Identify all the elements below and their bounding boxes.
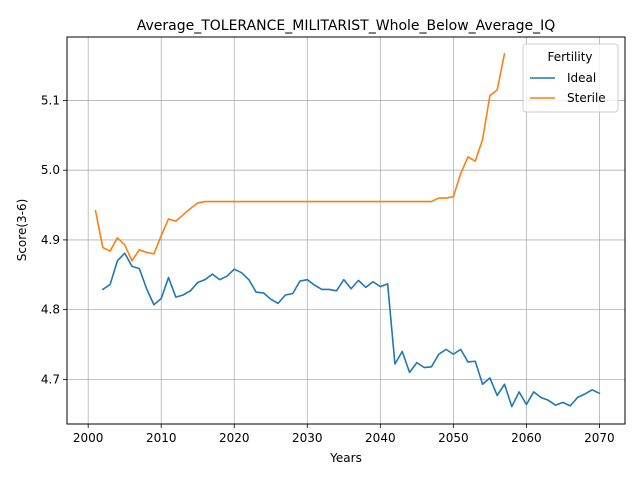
legend: Fertility Ideal Sterile [523, 44, 618, 112]
x-tick-label: 2050 [438, 431, 469, 445]
y-tick-label: 4.8 [41, 303, 60, 317]
legend-title: Fertility [547, 50, 592, 64]
x-tick-label: 2040 [365, 431, 396, 445]
x-tick-label: 2030 [292, 431, 323, 445]
x-tick-label: 2070 [584, 431, 615, 445]
y-tick-label: 4.7 [41, 372, 60, 386]
x-tick-label: 2000 [73, 431, 104, 445]
chart-title: Average_TOLERANCE_MILITARIST_Whole_Below… [137, 18, 556, 34]
x-tick-label: 2020 [219, 431, 250, 445]
x-axis-label: Years [329, 451, 362, 465]
legend-label-ideal: Ideal [567, 71, 596, 85]
y-tick-label: 4.9 [41, 233, 60, 247]
y-tick-label: 5.1 [41, 93, 60, 107]
x-tick-label: 2060 [511, 431, 542, 445]
legend-label-sterile: Sterile [567, 91, 606, 105]
y-axis-label: Score(3-6) [15, 199, 29, 262]
y-tick-label: 5.0 [41, 163, 60, 177]
x-tick-label: 2010 [146, 431, 177, 445]
